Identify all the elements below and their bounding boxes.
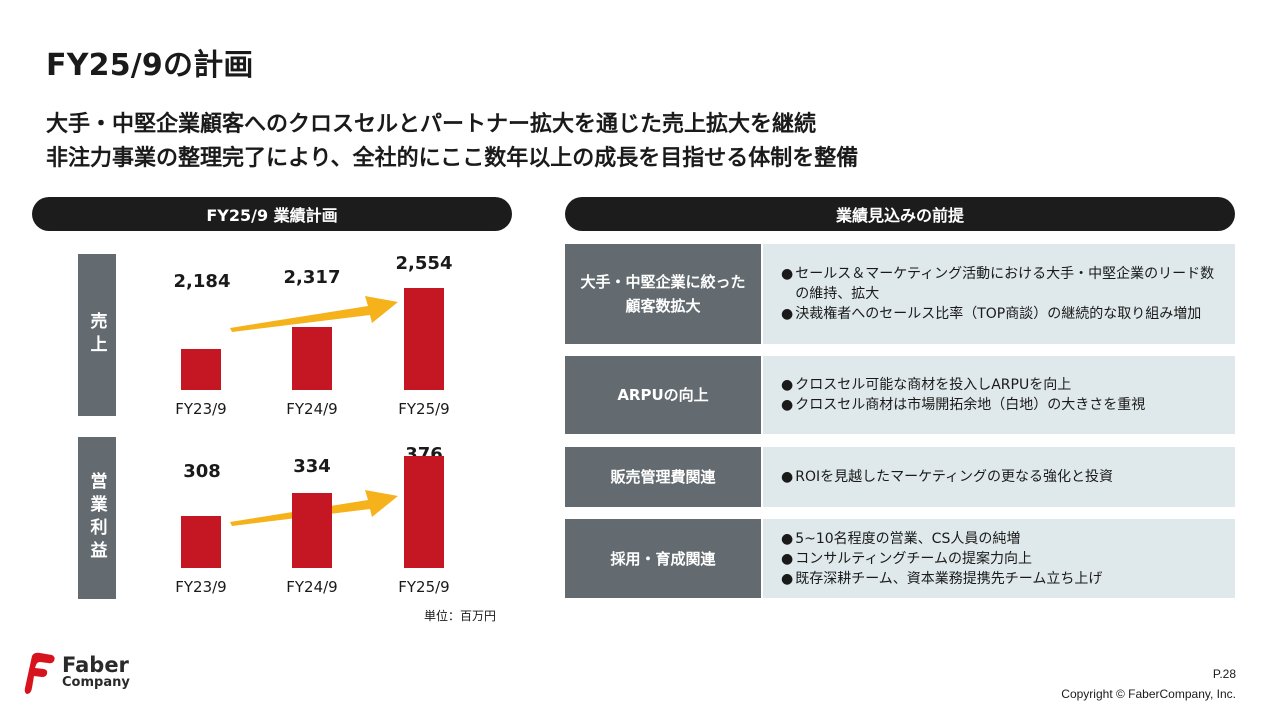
- premise-row-heading: 販売管理費関連: [565, 447, 761, 507]
- premise-heading-line: ARPUの向上: [617, 386, 709, 404]
- premise-bullet: ● 決裁権者へのセールス比率（TOP商談）の継続的な取り組み増加: [781, 304, 1217, 324]
- company-logo: Faber Company: [24, 652, 130, 696]
- premise-row: ARPUの向上 ● クロスセル可能な商材を投入しARPUを向上 ● クロスセル商材は…: [565, 356, 1235, 434]
- bullet-mark: ●: [781, 266, 794, 282]
- revenue-bar: [292, 327, 332, 390]
- operating-profit-trend-arrow: [230, 490, 398, 526]
- premise-bullet-text: セールス＆マーケティング活動における大手・中堅企業のリード数の維持、拡大: [795, 266, 1215, 302]
- premise-bullet-text: 決裁権者へのセールス比率（TOP商談）の継続的な取り組み増加: [795, 306, 1202, 322]
- operating-profit-x-tick-label: FY23/9: [175, 578, 227, 596]
- premise-row-heading: 大手・中堅企業に絞った 顧客数拡大: [565, 244, 761, 344]
- plan-section-header: FY25/9 業績計画: [32, 197, 512, 231]
- premise-row: 販売管理費関連 ● ROIを見越したマーケティングの更なる強化と投資: [565, 447, 1235, 507]
- subtitle-line-1: 大手・中堅企業顧客へのクロスセルとパートナー拡大を通じた売上拡大を継続: [46, 112, 817, 137]
- bullet-mark: ●: [781, 377, 794, 393]
- revenue-bar: [404, 288, 444, 390]
- revenue-x-tick-label: FY23/9: [175, 400, 227, 418]
- revenue-value-label: 2,554: [395, 253, 453, 274]
- premise-row-heading: ARPUの向上: [565, 356, 761, 434]
- operating-profit-bar: [404, 455, 444, 568]
- bullet-mark: ●: [781, 306, 794, 322]
- premise-bullet-text: 5~10名程度の営業、CS人員の純増: [795, 530, 1021, 547]
- premise-bullet-text: ROIを見越したマーケティングの更なる強化と投資: [795, 469, 1113, 485]
- premise-heading-line: 採用・育成関連: [610, 549, 716, 568]
- logo-text-company: Company: [62, 675, 130, 690]
- premise-row: 採用・育成関連 ● 5~10名程度の営業、CS人員の純増 ● コンサルティングチーム…: [565, 519, 1235, 598]
- operating-profit-x-tick-label: FY24/9: [286, 578, 338, 596]
- premise-bullet-text: 既存深耕チーム、資本業務提携先チーム立ち上げ: [795, 570, 1103, 587]
- premise-bullet: ● コンサルティングチームの提案力向上: [781, 549, 1217, 569]
- bullet-mark: ●: [781, 469, 794, 485]
- premise-row-body: ● ROIを見越したマーケティングの更なる強化と投資: [763, 447, 1235, 507]
- premise-bullet-text: クロスセル可能な商材を投入しARPUを向上: [795, 377, 1072, 393]
- bullet-mark: ●: [781, 530, 794, 547]
- operating-profit-trend-arrow-shape: [230, 490, 398, 526]
- revenue-trend-arrow: [230, 296, 398, 332]
- premise-bullet: ● 既存深耕チーム、資本業務提携先チーム立ち上げ: [781, 569, 1217, 589]
- premise-bullet: ● 5~10名程度の営業、CS人員の純増: [781, 529, 1217, 549]
- premise-bullet: ● セールス＆マーケティング活動における大手・中堅企業のリード数の維持、拡大: [781, 264, 1217, 304]
- bullet-mark: ●: [781, 570, 794, 587]
- premise-heading-line: 大手・中堅企業に絞った: [580, 273, 746, 291]
- logo-text-faber: Faber: [62, 653, 129, 677]
- operating-profit-value-label: 334: [293, 456, 331, 477]
- bullet-mark: ●: [781, 397, 794, 413]
- operating-profit-side-label: 営業利益: [78, 437, 116, 599]
- premise-row: 大手・中堅企業に絞った 顧客数拡大 ● セールス＆マーケティング活動における大手・…: [565, 244, 1235, 344]
- operating-profit-x-tick-label: FY25/9: [398, 578, 450, 596]
- bullet-mark: ●: [781, 550, 794, 567]
- revenue-trend-arrow-shape: [230, 296, 398, 332]
- premise-bullet: ● クロスセル商材は市場開拓余地（白地）の大きさを重視: [781, 395, 1217, 415]
- revenue-x-tick-label: FY24/9: [286, 400, 338, 418]
- page-number: P.28: [1212, 667, 1236, 681]
- premise-row-body: ● 5~10名程度の営業、CS人員の純増 ● コンサルティングチームの提案力向上 ●…: [763, 519, 1235, 598]
- operating-profit-value-label: 308: [183, 461, 221, 482]
- revenue-side-label: 売上: [78, 254, 116, 416]
- copyright-notice: Copyright © FaberCompany, Inc.: [1061, 687, 1236, 701]
- premise-row-body: ● セールス＆マーケティング活動における大手・中堅企業のリード数の維持、拡大 ● 決…: [763, 244, 1235, 344]
- premise-row-heading: 採用・育成関連: [565, 519, 761, 598]
- premise-section-header: 業績見込みの前提: [565, 197, 1235, 231]
- faber-logo-mark-icon: [24, 652, 55, 694]
- page-subtitle: 大手・中堅企業顧客へのクロスセルとパートナー拡大を通じた売上拡大を継続 非注力事…: [46, 108, 858, 176]
- premise-bullet-text: クロスセル商材は市場開拓余地（白地）の大きさを重視: [795, 397, 1146, 413]
- premise-bullet: ● ROIを見越したマーケティングの更なる強化と投資: [781, 467, 1217, 487]
- operating-profit-bar: [181, 515, 221, 568]
- premise-heading-line: 顧客数拡大: [625, 297, 701, 315]
- subtitle-line-2: 非注力事業の整理完了により、全社的にここ数年以上の成長を目指せる体制を整備: [46, 146, 859, 171]
- unit-label: 単位：百万円: [424, 609, 497, 623]
- page-title: FY25/9の計画: [46, 48, 254, 83]
- premise-bullet: ● クロスセル可能な商材を投入しARPUを向上: [781, 375, 1217, 395]
- revenue-value-label: 2,317: [283, 267, 341, 288]
- revenue-value-label: 2,184: [173, 271, 231, 292]
- premise-bullet-text: コンサルティングチームの提案力向上: [795, 550, 1032, 567]
- revenue-bar: [181, 349, 221, 390]
- revenue-x-tick-label: FY25/9: [398, 400, 450, 418]
- premise-row-body: ● クロスセル可能な商材を投入しARPUを向上 ● クロスセル商材は市場開拓余地（白…: [763, 356, 1235, 434]
- operating-profit-bar: [292, 492, 332, 568]
- premise-heading-line: 販売管理費関連: [610, 468, 716, 486]
